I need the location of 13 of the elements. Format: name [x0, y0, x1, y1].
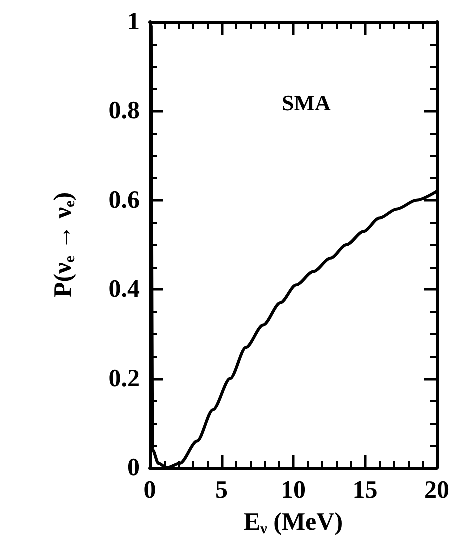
y-tick-label: 0.6: [108, 186, 140, 214]
x-tick-label: 10: [281, 477, 306, 504]
y-tick-label: 0.8: [108, 98, 140, 125]
y-tick-label: 0.4: [108, 276, 140, 304]
x-tick-label: 5: [216, 477, 228, 504]
annotation: SMA: [282, 90, 332, 116]
y-tick-label: 0: [128, 454, 140, 482]
y-tick-label: 1: [128, 8, 140, 36]
x-tick-label: 15: [352, 477, 378, 504]
y-axis-title: P(νe → νe): [50, 192, 78, 298]
line-series: [150, 24, 438, 470]
x-tick-label: 20: [424, 477, 450, 504]
y-tick-label: 0.2: [108, 365, 140, 392]
